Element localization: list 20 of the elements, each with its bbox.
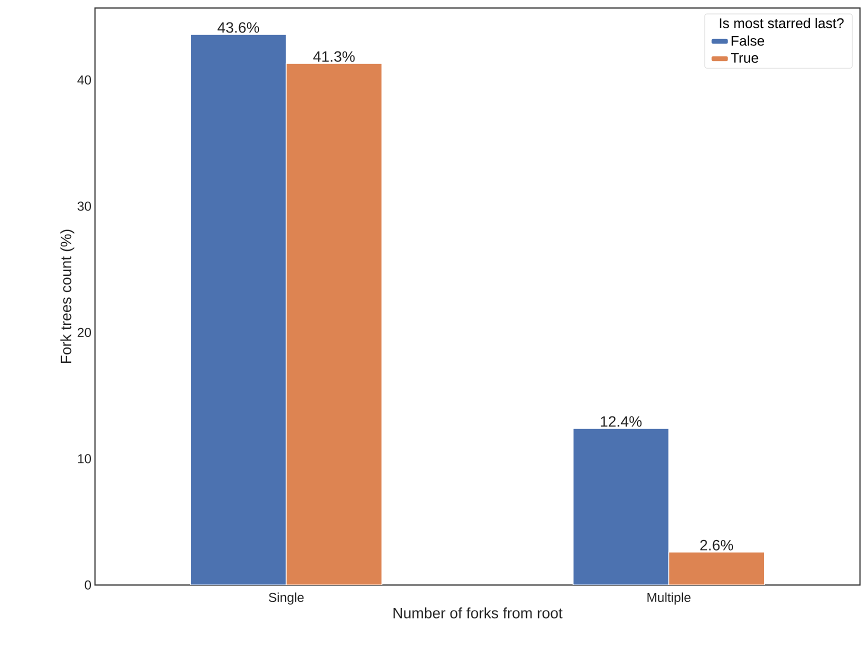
bar: [572, 428, 670, 585]
legend-label: False: [732, 36, 764, 46]
data-label: 43.6%: [218, 22, 260, 33]
y-tick-label: 40: [77, 75, 91, 85]
y-tick-label: 10: [78, 454, 91, 464]
data-label: 12.4%: [600, 416, 642, 427]
legend-label: True: [730, 53, 758, 63]
y-axis-title: Fork trees count (%): [60, 230, 74, 363]
data-label: 2.6%: [700, 540, 734, 550]
data-label: 41.3%: [313, 51, 355, 62]
y-tick-label: 30: [78, 202, 91, 211]
bar: [286, 63, 382, 585]
x-tick-label: Multiple: [648, 592, 690, 605]
bar: [190, 34, 287, 585]
bar: [668, 552, 765, 585]
x-tick-label: Single: [268, 592, 304, 605]
y-tick-label: 20: [78, 328, 91, 338]
y-tick-label: 0: [84, 580, 91, 590]
legend-title: Is most starred last?: [720, 18, 844, 28]
x-axis-title: Number of forks from root: [394, 607, 563, 618]
